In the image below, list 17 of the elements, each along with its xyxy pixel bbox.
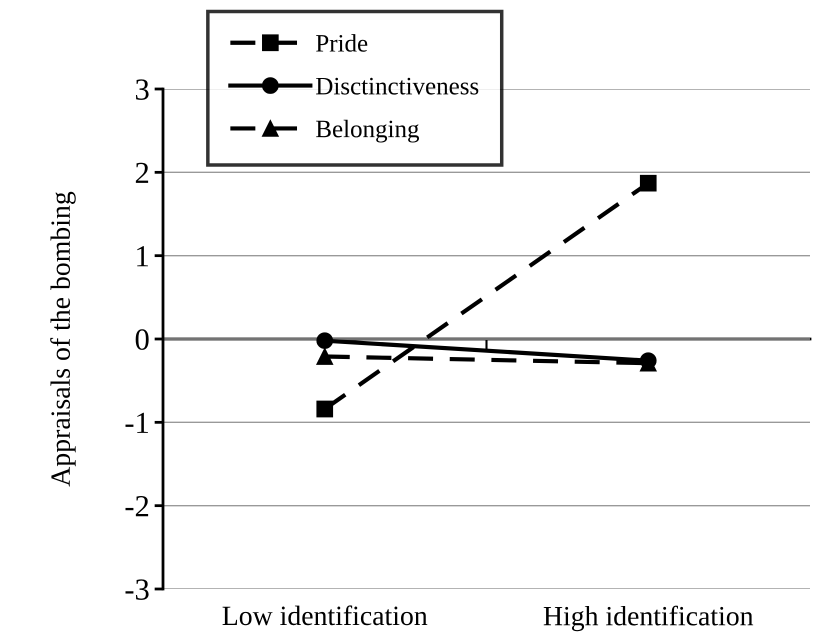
y-tick-label: -3 <box>125 579 149 600</box>
y-tick-label: 2 <box>136 162 148 183</box>
y-tick-label: 3 <box>136 79 149 100</box>
point <box>316 400 334 418</box>
y-tick-label: -1 <box>125 412 148 433</box>
legend-label: Belonging <box>316 120 420 143</box>
y-tick-label: 0 <box>136 329 149 350</box>
x-tick-label: High identification <box>544 606 754 632</box>
legend-label: Pride <box>316 34 368 52</box>
y-tick-label: 1 <box>137 246 148 266</box>
point <box>640 174 657 192</box>
y-axis-title: Appraisals of the bombing <box>50 192 76 486</box>
point <box>316 348 334 365</box>
legend-label: Disctinctiveness <box>316 78 478 95</box>
x-tick-label: Low identification <box>222 605 428 626</box>
point <box>316 332 334 349</box>
y-tick-label: -2 <box>125 496 148 516</box>
